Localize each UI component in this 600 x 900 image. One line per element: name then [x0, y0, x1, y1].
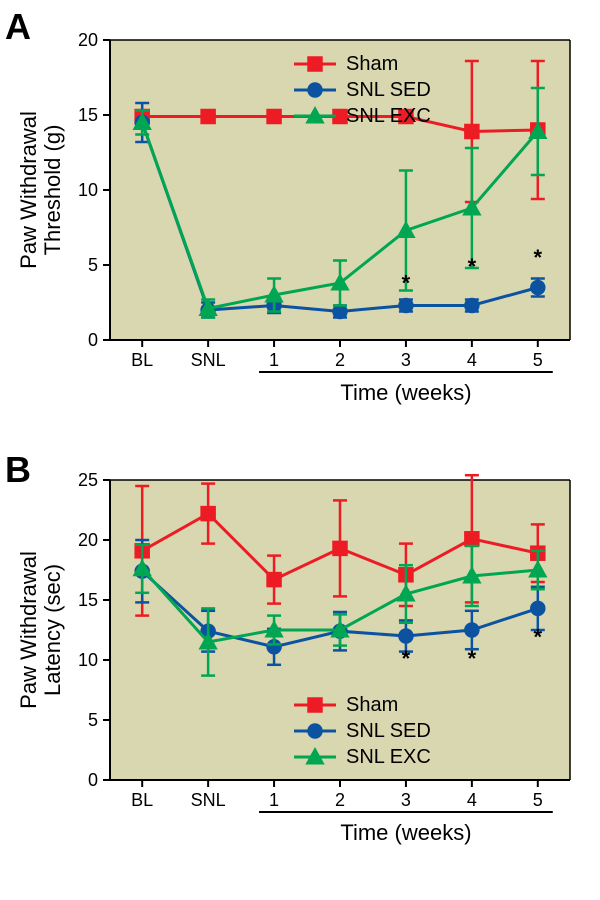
- panel-a-chart: 05101520Paw WithdrawalThreshold (g)BLSNL…: [0, 20, 600, 460]
- svg-text:SNL: SNL: [191, 350, 226, 370]
- svg-text:10: 10: [78, 180, 98, 200]
- svg-text:2: 2: [335, 350, 345, 370]
- svg-text:*: *: [402, 271, 411, 296]
- svg-text:SNL: SNL: [191, 790, 226, 810]
- svg-text:SNL EXC: SNL EXC: [346, 746, 431, 768]
- svg-text:SNL SED: SNL SED: [346, 720, 431, 742]
- svg-text:SNL SED: SNL SED: [346, 79, 431, 101]
- svg-text:*: *: [468, 254, 477, 279]
- svg-text:*: *: [468, 646, 477, 671]
- svg-text:20: 20: [78, 30, 98, 50]
- panel-b-chart: 0510152025Paw WithdrawalLatency (sec)BLS…: [0, 460, 600, 900]
- svg-text:0: 0: [88, 770, 98, 790]
- svg-text:10: 10: [78, 650, 98, 670]
- svg-text:5: 5: [88, 255, 98, 275]
- svg-text:*: *: [534, 245, 543, 270]
- svg-text:2: 2: [335, 790, 345, 810]
- svg-text:*: *: [534, 624, 543, 649]
- svg-text:1: 1: [269, 350, 279, 370]
- svg-text:SNL EXC: SNL EXC: [346, 105, 431, 127]
- svg-text:Sham: Sham: [346, 694, 398, 716]
- svg-text:Latency (sec): Latency (sec): [40, 564, 65, 696]
- svg-text:5: 5: [533, 350, 543, 370]
- svg-text:15: 15: [78, 590, 98, 610]
- svg-text:3: 3: [401, 350, 411, 370]
- svg-text:0: 0: [88, 330, 98, 350]
- svg-text:5: 5: [533, 790, 543, 810]
- svg-text:BL: BL: [131, 790, 153, 810]
- svg-text:Paw Withdrawal: Paw Withdrawal: [16, 111, 41, 269]
- svg-text:15: 15: [78, 105, 98, 125]
- svg-text:BL: BL: [131, 350, 153, 370]
- svg-text:5: 5: [88, 710, 98, 730]
- svg-text:Time (weeks): Time (weeks): [340, 820, 471, 845]
- svg-text:3: 3: [401, 790, 411, 810]
- svg-text:Paw Withdrawal: Paw Withdrawal: [16, 551, 41, 709]
- svg-text:4: 4: [467, 790, 477, 810]
- svg-text:20: 20: [78, 530, 98, 550]
- svg-text:*: *: [402, 646, 411, 671]
- svg-text:1: 1: [269, 790, 279, 810]
- svg-text:25: 25: [78, 470, 98, 490]
- svg-text:Time (weeks): Time (weeks): [340, 380, 471, 405]
- svg-text:Sham: Sham: [346, 53, 398, 75]
- svg-text:Threshold (g): Threshold (g): [40, 125, 65, 256]
- svg-text:4: 4: [467, 350, 477, 370]
